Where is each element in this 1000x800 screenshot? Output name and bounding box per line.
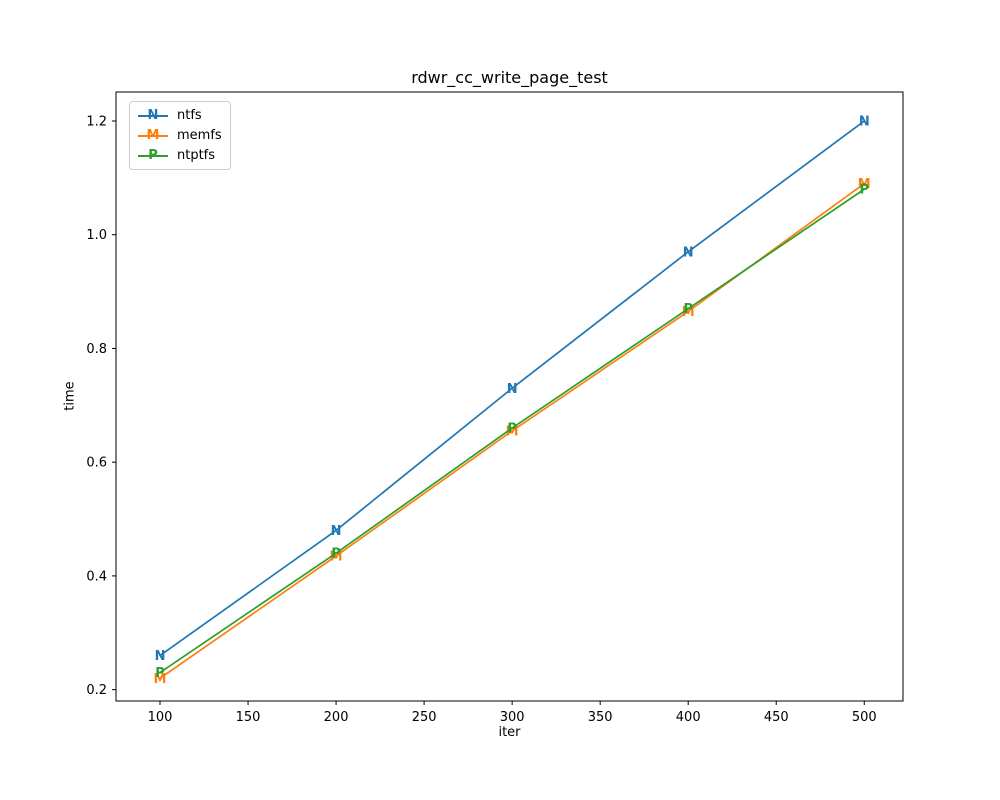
marker-letter-memfs: M xyxy=(330,550,343,565)
y-axis-label: time xyxy=(62,381,78,411)
marker-letter-memfs: M xyxy=(154,672,167,687)
series-line-ntfs xyxy=(159,120,866,657)
legend-marker-icon: P xyxy=(138,148,168,163)
x-tick-label: 150 xyxy=(236,710,261,725)
legend-marker-icon: M xyxy=(138,128,168,143)
legend-label: memfs xyxy=(177,128,222,143)
marker-letter-ntptfs: P xyxy=(331,547,341,562)
marker-letter-ntfs: N xyxy=(155,649,166,664)
marker-letter-memfs: M xyxy=(506,424,519,439)
marker-letter-ntfs: N xyxy=(683,245,694,260)
y-tick-label: 0.6 xyxy=(86,456,107,471)
marker-letter-ntptfs: P xyxy=(507,422,517,437)
x-tick-label: 500 xyxy=(852,710,877,725)
y-tick-label: 0.8 xyxy=(86,342,107,357)
x-tick-label: 300 xyxy=(500,710,525,725)
x-tick-label: 250 xyxy=(412,710,437,725)
axes-frame xyxy=(115,91,904,702)
marker-letter-ntfs: N xyxy=(859,115,870,130)
marker-letter-ntfs: N xyxy=(507,382,518,397)
x-tick-label: 350 xyxy=(588,710,613,725)
y-tick-label: 0.4 xyxy=(86,569,107,584)
marker-letter-ntptfs: P xyxy=(683,302,693,317)
legend-label: ntptfs xyxy=(177,148,216,163)
marker-letter-ntptfs: P xyxy=(860,183,870,198)
marker-letter-memfs: M xyxy=(858,177,871,192)
y-tick-label: 1.0 xyxy=(86,228,107,243)
x-tick-label: 100 xyxy=(148,710,173,725)
legend-label: ntfs xyxy=(177,108,202,123)
y-tick-label: 0.2 xyxy=(86,683,107,698)
legend-marker-icon: N xyxy=(138,108,168,123)
x-tick-label: 450 xyxy=(764,710,789,725)
y-tick-label: 1.2 xyxy=(86,115,107,130)
x-axis-label: iter xyxy=(498,725,521,740)
chart-title: rdwr_cc_write_page_test xyxy=(411,68,608,87)
x-tick-label: 400 xyxy=(676,710,701,725)
marker-letter-ntfs: N xyxy=(331,524,342,539)
series-line-ntptfs xyxy=(159,188,866,674)
x-tick-label: 200 xyxy=(324,710,349,725)
marker-letter-memfs: M xyxy=(682,305,695,320)
marker-letter-ntptfs: P xyxy=(155,666,165,681)
